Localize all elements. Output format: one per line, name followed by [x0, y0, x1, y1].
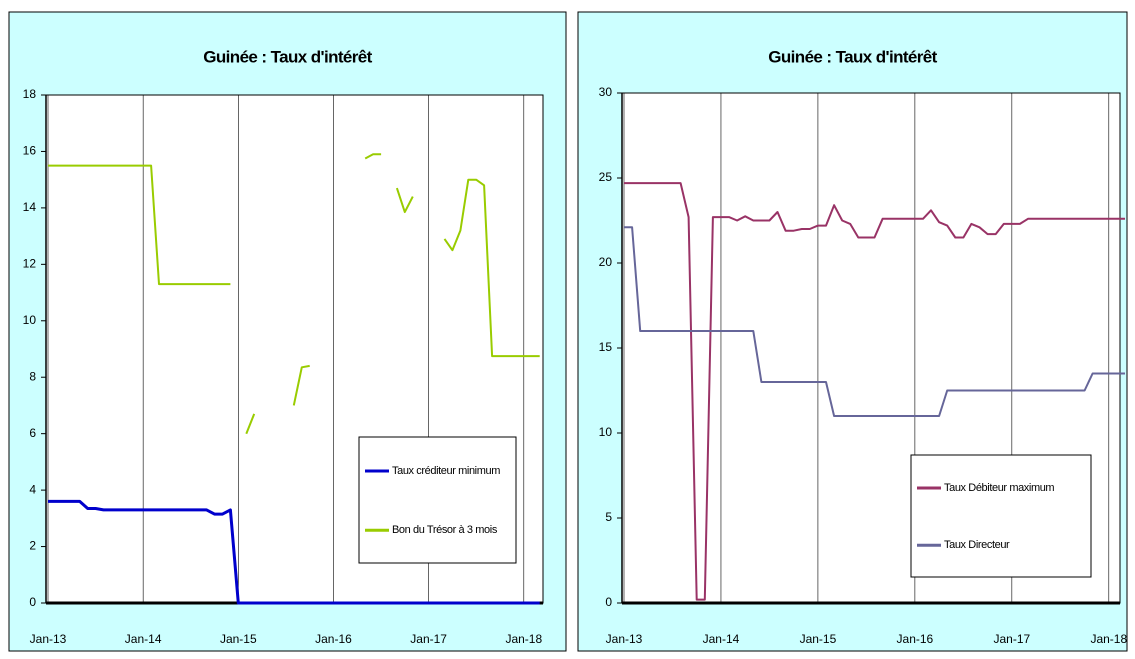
y-tick-label: 25 [599, 170, 613, 184]
y-tick-label: 16 [23, 144, 37, 158]
series-line [48, 153, 540, 435]
y-tick-label: 12 [23, 257, 37, 271]
x-tick-label: Jan-15 [800, 632, 837, 646]
y-tick-label: 15 [599, 340, 613, 354]
x-tick-label: Jan-18 [505, 632, 542, 646]
y-tick-label: 0 [29, 595, 36, 609]
y-tick-label: 20 [599, 255, 613, 269]
x-tick-label: Jan-15 [220, 632, 257, 646]
x-tick-label: Jan-14 [125, 632, 162, 646]
x-tick-label: Jan-17 [410, 632, 447, 646]
y-tick-label: 5 [605, 510, 612, 524]
legend-box [910, 454, 1092, 578]
y-tick-label: 10 [599, 425, 613, 439]
legend-label: Taux créditeur minimum [392, 465, 500, 477]
y-tick-label: 2 [29, 539, 36, 553]
series-line [624, 182, 1125, 601]
chart-title: Guinée : Taux d'intérêt [203, 47, 372, 66]
y-tick-label: 0 [605, 595, 612, 609]
y-tick-label: 8 [29, 369, 36, 383]
legend-label: Bon du Trésor à 3 mois [392, 524, 498, 536]
y-tick-label: 18 [23, 87, 37, 101]
legend-label: Taux Directeur [944, 539, 1010, 551]
x-tick-label: Jan-14 [703, 632, 740, 646]
y-tick-label: 10 [23, 313, 37, 327]
chart-title: Guinée : Taux d'intérêt [768, 47, 937, 66]
y-tick-label: 30 [599, 85, 613, 99]
y-tick-label: 14 [23, 200, 37, 214]
y-tick-label: 6 [29, 426, 36, 440]
x-tick-label: Jan-13 [30, 632, 67, 646]
x-tick-label: Jan-17 [993, 632, 1030, 646]
series-line [624, 226, 1125, 417]
legend-box [358, 436, 517, 564]
legend-label: Taux Débiteur maximum [944, 482, 1054, 494]
y-tick-label: 4 [29, 482, 36, 496]
x-tick-label: Jan-18 [1090, 632, 1127, 646]
x-tick-label: Jan-16 [897, 632, 934, 646]
x-tick-label: Jan-13 [606, 632, 643, 646]
series-line [48, 499, 540, 605]
x-tick-label: Jan-16 [315, 632, 352, 646]
